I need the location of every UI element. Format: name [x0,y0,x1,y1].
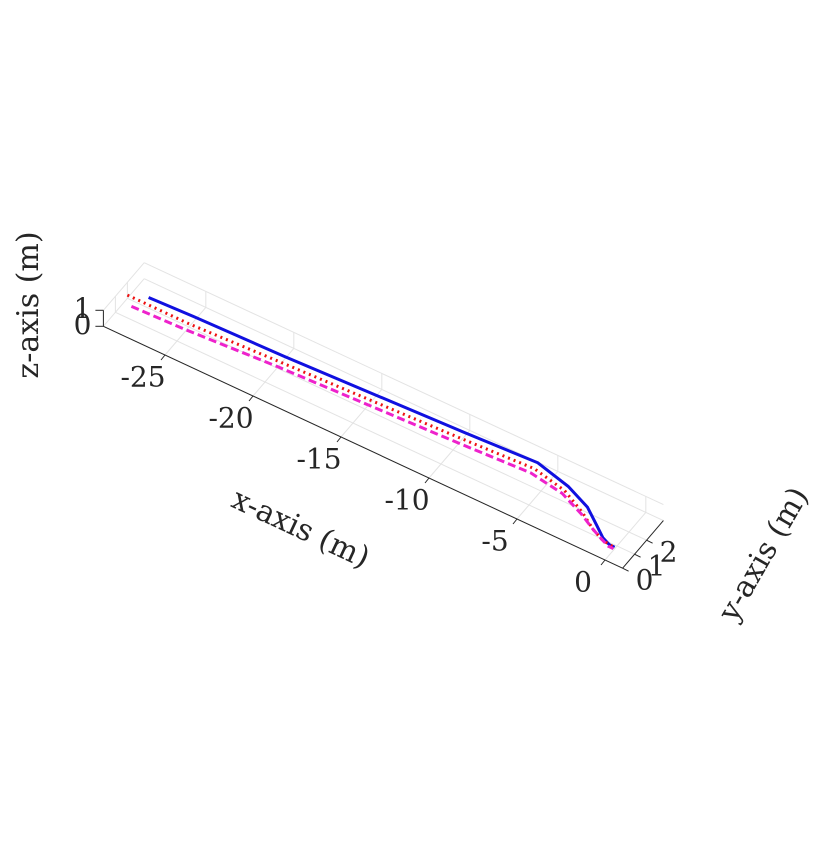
x-tick [336,436,342,443]
z-tick-label: 1 [74,292,92,325]
grid-line [103,278,145,327]
x-tick-label: -10 [384,484,429,517]
y-tick-label: 2 [660,536,678,569]
trajectory [130,305,615,550]
y-axis-title: y-axis (m) [711,481,816,628]
x-tick-label: -15 [296,443,341,476]
grid-line [143,262,664,506]
grid-line [143,278,664,522]
y-tick-label: 1 [648,550,666,583]
x-tick [424,477,430,484]
y-tick [622,567,629,572]
x-tick [600,559,606,566]
x-tick [248,395,254,402]
trajectory [126,293,616,549]
y-tick [634,553,641,558]
x-axis-line [103,325,623,569]
z-tick-label: 0 [74,308,92,341]
z-axis-title: z-axis (m) [11,231,46,378]
x-axis-title: x-axis (m) [226,482,375,576]
x-tick-label: -25 [120,361,165,394]
trajectory [148,296,616,549]
grid-line [604,512,647,561]
grid-line [340,389,383,438]
grid-line [516,471,559,520]
y-tick-label: 0 [636,564,654,597]
grid-line [115,311,635,555]
x-tick [160,354,166,361]
grid-line [103,262,145,311]
x-tick-label: -20 [208,402,253,435]
y-axis-line [622,520,664,569]
x-tick [512,518,518,525]
y-tick [646,539,653,544]
grid-line [127,297,647,541]
grid-line [428,430,471,479]
x-tick-label: 0 [574,566,592,599]
x-tick-label: -5 [481,525,508,558]
grid-line [164,307,207,356]
